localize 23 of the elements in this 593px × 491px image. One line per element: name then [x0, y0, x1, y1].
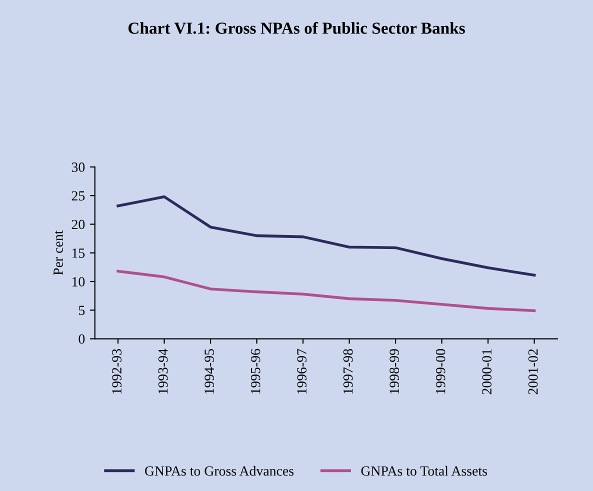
x-tick-label: 2001-02: [528, 349, 538, 394]
line-series: [116, 195, 536, 277]
x-tick-label: 1994-95: [204, 349, 214, 394]
y-tick-label: 20: [72, 220, 85, 230]
y-tick-label: 30: [72, 162, 85, 172]
legend-label: GNPAs to Gross Advances: [145, 466, 294, 476]
x-tick-label: 1995-96: [250, 348, 260, 394]
chart-title: Chart VI.1: Gross NPAs of Public Sector Banks: [128, 22, 465, 34]
x-tick-label: 1997-98: [343, 349, 353, 394]
line-series: [116, 270, 536, 312]
legend-label: GNPAs to Total Assets: [361, 466, 487, 476]
y-axis-title: Per cent: [54, 230, 63, 276]
x-tick-label: 1993-94: [158, 348, 168, 394]
y-tick-label: 0: [78, 334, 85, 344]
x-tick-label: 1996-97: [297, 348, 306, 394]
x-tick-label: 1999-00: [436, 349, 446, 394]
x-tick-label: 2000-01: [482, 349, 492, 394]
x-tick-label: 1998-99: [390, 349, 400, 394]
y-tick-label: 10: [72, 277, 85, 286]
y-tick-label: 5: [79, 306, 85, 316]
y-tick-label: 25: [72, 191, 85, 201]
y-tick-label: 15: [72, 248, 85, 258]
x-tick-label: 1992-93: [112, 349, 122, 394]
